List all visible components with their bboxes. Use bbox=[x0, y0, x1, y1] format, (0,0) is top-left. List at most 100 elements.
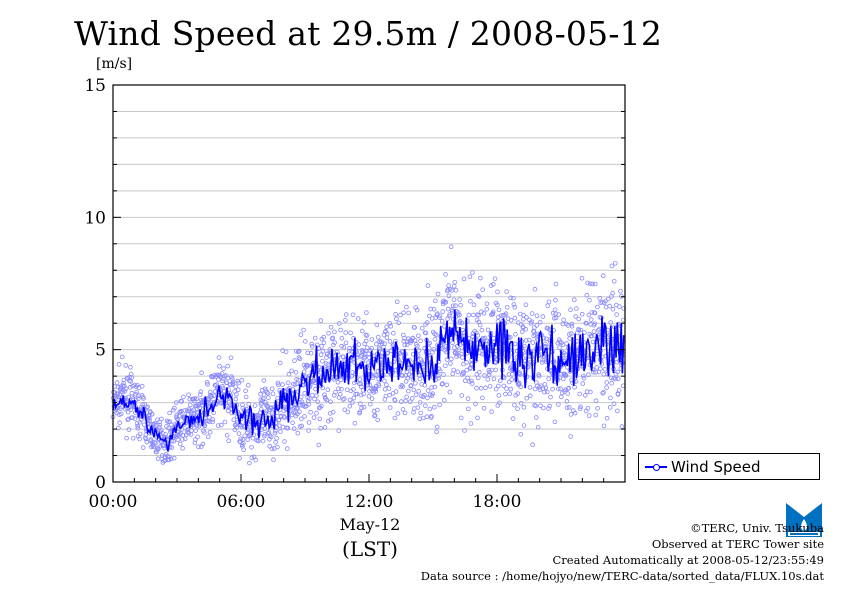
data-point bbox=[476, 294, 482, 300]
data-point bbox=[313, 386, 318, 392]
data-point bbox=[284, 446, 290, 451]
data-point bbox=[504, 304, 510, 310]
data-point bbox=[336, 386, 341, 392]
data-point bbox=[576, 327, 582, 333]
data-point bbox=[469, 381, 475, 386]
data-point bbox=[413, 392, 419, 398]
data-point bbox=[479, 327, 485, 333]
data-point bbox=[269, 386, 275, 392]
data-point bbox=[518, 431, 524, 437]
data-point bbox=[552, 307, 558, 313]
data-point bbox=[140, 445, 146, 450]
data-point bbox=[483, 385, 488, 391]
data-point bbox=[394, 316, 399, 322]
data-point bbox=[374, 373, 380, 378]
data-point bbox=[548, 394, 553, 400]
data-point bbox=[369, 396, 375, 402]
data-point bbox=[311, 415, 317, 420]
data-point bbox=[241, 441, 246, 446]
data-point bbox=[136, 393, 141, 399]
data-point bbox=[453, 303, 458, 309]
data-point bbox=[417, 416, 423, 422]
data-point bbox=[228, 355, 234, 361]
data-point bbox=[215, 423, 221, 428]
data-point bbox=[564, 341, 569, 346]
data-point bbox=[307, 396, 312, 401]
data-point bbox=[302, 414, 307, 419]
series-line-wind-speed bbox=[112, 309, 625, 452]
data-point bbox=[138, 417, 144, 423]
data-point bbox=[569, 321, 575, 327]
data-point bbox=[265, 391, 271, 396]
data-point bbox=[290, 420, 296, 426]
data-point bbox=[387, 339, 393, 344]
data-point bbox=[358, 354, 363, 359]
data-point bbox=[538, 383, 544, 389]
data-point bbox=[357, 377, 363, 382]
data-point bbox=[451, 283, 457, 289]
data-point bbox=[320, 348, 326, 354]
data-point bbox=[493, 386, 499, 392]
data-point bbox=[357, 401, 363, 407]
data-point bbox=[493, 367, 499, 373]
data-point bbox=[305, 350, 311, 356]
data-point bbox=[523, 326, 528, 332]
data-point bbox=[225, 408, 231, 414]
data-point bbox=[185, 429, 190, 435]
data-point bbox=[117, 420, 122, 426]
data-point bbox=[393, 311, 398, 317]
data-point bbox=[350, 370, 355, 375]
data-point bbox=[421, 392, 427, 398]
data-point bbox=[484, 301, 490, 307]
data-point bbox=[267, 433, 273, 439]
data-point bbox=[504, 289, 510, 294]
data-point bbox=[351, 387, 356, 392]
credits: ©TERC, Univ. Tsukuba Observed at TERC To… bbox=[421, 520, 824, 584]
data-point bbox=[600, 273, 606, 279]
data-point bbox=[612, 261, 618, 266]
data-point bbox=[250, 435, 256, 441]
data-point bbox=[316, 442, 322, 448]
legend-swatch bbox=[645, 463, 667, 471]
data-point bbox=[302, 390, 308, 396]
data-point bbox=[511, 295, 516, 301]
data-point bbox=[290, 387, 296, 392]
data-point bbox=[175, 437, 181, 443]
data-point bbox=[506, 379, 512, 385]
data-point bbox=[568, 412, 574, 417]
data-point bbox=[609, 380, 614, 386]
data-point bbox=[270, 391, 276, 397]
data-point bbox=[171, 455, 177, 461]
data-point bbox=[335, 379, 341, 385]
data-point bbox=[205, 434, 211, 440]
data-point bbox=[319, 403, 324, 409]
data-point bbox=[425, 283, 431, 288]
data-point bbox=[512, 304, 517, 310]
data-point bbox=[592, 310, 598, 316]
data-point bbox=[495, 318, 501, 324]
data-point bbox=[320, 358, 325, 364]
data-point bbox=[593, 369, 598, 375]
data-point bbox=[341, 344, 347, 350]
data-point bbox=[226, 438, 232, 444]
data-point bbox=[610, 306, 616, 312]
data-point bbox=[448, 361, 453, 366]
data-point bbox=[434, 429, 439, 435]
data-point bbox=[114, 380, 120, 385]
data-point bbox=[209, 394, 214, 400]
data-point bbox=[571, 297, 577, 303]
data-point bbox=[593, 412, 599, 418]
data-point bbox=[173, 400, 179, 405]
data-point bbox=[454, 354, 459, 359]
data-point bbox=[517, 372, 523, 377]
data-point bbox=[440, 381, 445, 386]
data-point bbox=[192, 398, 197, 404]
data-point bbox=[436, 373, 441, 379]
data-point bbox=[509, 377, 514, 382]
data-point bbox=[216, 355, 222, 360]
data-point bbox=[199, 370, 204, 376]
data-point bbox=[269, 446, 275, 452]
data-point bbox=[292, 382, 298, 387]
data-point bbox=[312, 335, 318, 341]
data-point bbox=[416, 333, 421, 339]
